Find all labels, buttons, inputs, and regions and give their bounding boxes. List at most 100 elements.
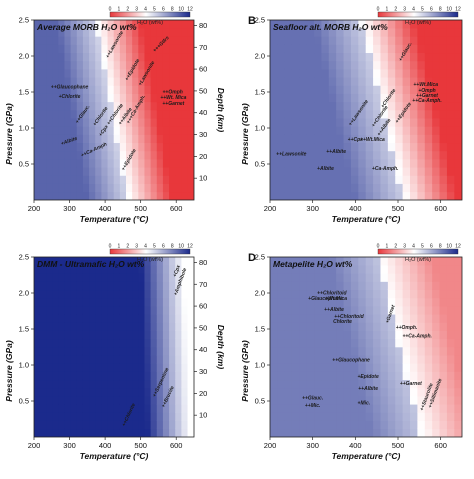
heat-cell bbox=[70, 60, 78, 70]
colorbar-tick-label: 5 bbox=[421, 7, 424, 13]
heat-cell bbox=[387, 117, 396, 127]
heat-cell bbox=[132, 68, 139, 78]
heat-cell bbox=[162, 395, 170, 405]
heat-cell bbox=[387, 273, 396, 282]
heat-cell bbox=[454, 117, 462, 127]
heat-cell bbox=[358, 379, 367, 389]
heat-cell bbox=[380, 93, 389, 103]
heat-cell bbox=[181, 387, 189, 397]
heat-cell bbox=[373, 395, 382, 405]
heat-cell bbox=[432, 117, 441, 127]
heat-cell bbox=[270, 412, 278, 421]
heat-cell bbox=[306, 20, 315, 29]
heat-cell bbox=[144, 60, 152, 70]
heat-cell bbox=[150, 166, 158, 176]
heat-cell bbox=[365, 142, 374, 152]
heat-cell bbox=[101, 297, 109, 307]
heat-cell bbox=[113, 363, 121, 372]
heat-cell bbox=[89, 44, 96, 54]
heat-cell bbox=[380, 76, 389, 86]
heat-cell bbox=[156, 126, 164, 135]
heat-cell bbox=[119, 27, 127, 37]
heat-cell bbox=[126, 44, 133, 54]
heat-cell bbox=[113, 403, 121, 413]
heat-cell bbox=[299, 428, 308, 437]
heat-cell bbox=[424, 428, 433, 437]
heat-cell bbox=[187, 101, 194, 111]
heat-cell bbox=[306, 371, 315, 381]
heat-cell bbox=[46, 134, 53, 144]
heat-cell bbox=[101, 338, 109, 348]
heat-cell bbox=[358, 158, 367, 168]
heat-cell bbox=[358, 346, 367, 356]
heat-cell bbox=[314, 420, 322, 430]
heat-cell bbox=[454, 68, 462, 78]
heat-cell bbox=[284, 420, 293, 430]
heat-cell bbox=[314, 134, 322, 144]
heat-cell bbox=[343, 158, 352, 168]
right-axis-label: Depth (km) bbox=[216, 325, 226, 370]
heat-cell bbox=[150, 387, 158, 397]
heat-cell bbox=[402, 52, 411, 62]
heat-cell bbox=[138, 158, 146, 168]
heat-cell bbox=[52, 305, 59, 315]
heat-cell bbox=[284, 346, 293, 356]
heat-cell bbox=[380, 85, 389, 94]
heat-cell bbox=[162, 101, 170, 111]
heat-cell bbox=[424, 403, 433, 413]
heat-cell bbox=[395, 273, 404, 282]
heat-cell bbox=[169, 281, 176, 291]
heat-cell bbox=[107, 264, 115, 274]
heat-cell bbox=[101, 387, 109, 397]
colorbar-label: H₂O (wt%) bbox=[137, 257, 163, 263]
heat-cell bbox=[70, 371, 78, 381]
heat-cell bbox=[424, 305, 433, 315]
heat-cell bbox=[402, 338, 411, 348]
heat-cell bbox=[70, 76, 78, 86]
heat-cell bbox=[132, 109, 139, 119]
colorbar-tick-label: 1 bbox=[385, 7, 388, 13]
heat-cell bbox=[52, 166, 59, 176]
heat-cell bbox=[119, 289, 127, 299]
heat-cell bbox=[46, 313, 53, 323]
heat-cell bbox=[424, 101, 433, 111]
heat-cell bbox=[64, 191, 72, 200]
heat-cell bbox=[82, 126, 90, 135]
heat-cell bbox=[284, 27, 293, 37]
y-tick-label: 0.5 bbox=[19, 160, 29, 169]
heat-cell bbox=[113, 379, 121, 389]
heat-cell bbox=[181, 420, 189, 430]
heat-cell bbox=[150, 76, 158, 86]
heat-cell bbox=[291, 379, 300, 389]
heat-cell bbox=[89, 395, 96, 405]
heat-cell bbox=[387, 52, 396, 62]
heat-cell bbox=[328, 52, 337, 62]
heat-cell bbox=[306, 412, 315, 421]
heat-cell bbox=[95, 313, 102, 323]
heat-cell bbox=[64, 27, 72, 37]
heat-cell bbox=[291, 289, 300, 299]
heat-cell bbox=[424, 109, 433, 119]
heat-cell bbox=[373, 68, 382, 78]
heat-cell bbox=[417, 158, 426, 168]
heat-cell bbox=[410, 338, 418, 348]
heat-cell bbox=[454, 134, 462, 144]
heat-cell bbox=[187, 264, 194, 274]
heat-cell bbox=[150, 36, 158, 45]
heat-cell bbox=[119, 101, 127, 111]
heat-cell bbox=[424, 52, 433, 62]
heat-cell bbox=[306, 175, 315, 184]
heat-cell bbox=[284, 36, 293, 45]
heat-cell bbox=[299, 420, 308, 430]
heat-cell bbox=[402, 60, 411, 70]
heat-cell bbox=[76, 395, 84, 405]
y-tick-label: 0.5 bbox=[255, 160, 265, 169]
heat-cell bbox=[395, 264, 404, 274]
heat-cell bbox=[34, 27, 41, 37]
heat-cell bbox=[52, 297, 59, 307]
heat-cell bbox=[410, 297, 418, 307]
heat-cell bbox=[291, 150, 300, 160]
heat-cell bbox=[95, 305, 102, 315]
heat-cell bbox=[119, 330, 127, 340]
heat-cell bbox=[58, 428, 66, 437]
